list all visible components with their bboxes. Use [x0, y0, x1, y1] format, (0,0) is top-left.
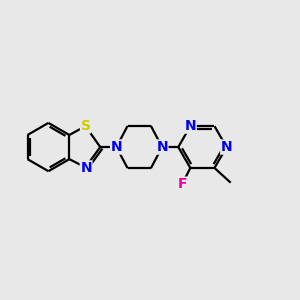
Text: F: F	[177, 177, 187, 191]
Text: N: N	[221, 140, 232, 154]
Text: N: N	[80, 161, 92, 175]
Text: N: N	[111, 140, 122, 154]
Text: S: S	[80, 119, 91, 133]
Text: N: N	[184, 119, 196, 133]
Text: N: N	[156, 140, 168, 154]
